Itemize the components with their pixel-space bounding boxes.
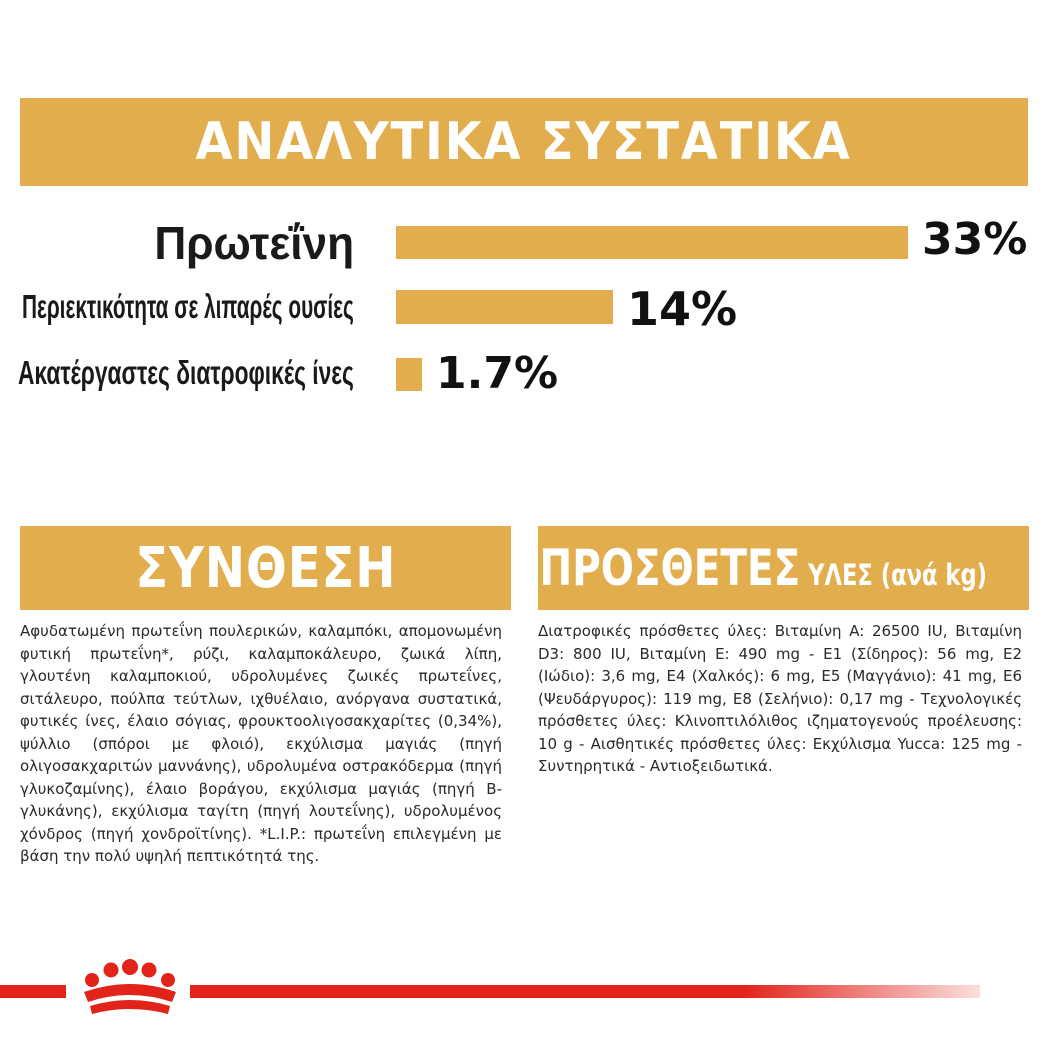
nutrient-value: 14% [627,282,738,336]
composition-title: ΣΥΝΘΕΣΗ [134,535,397,601]
nutrient-value: 1.7% [436,348,559,399]
brand-line-right [190,985,980,998]
nutrient-bar [396,358,422,391]
nutrient-value: 33% [922,214,1028,265]
additives-banner: ΠΡΟΣΘΕΤΕΣ ΥΛΕΣ (ανά kg) [538,526,1029,610]
additives-title: ΠΡΟΣΘΕΤΕΣ ΥΛΕΣ (ανά kg) [539,539,988,597]
nutrient-label: Ακατέργαστες διατροφικές ίνες [18,354,354,391]
nutrient-bar [396,226,908,259]
analysis-banner: ΑΝΑΛΥΤΙΚΑ ΣΥΣΤΑΤΙΚΑ [20,98,1028,186]
crown-logo-icon [84,959,176,1014]
nutrient-label: Πρωτεΐνη [154,217,354,269]
brand-line-left [0,985,66,998]
nutrient-row-protein: Πρωτεΐνη 33% [0,214,1049,270]
composition-banner: ΣΥΝΘΕΣΗ [20,526,511,610]
nutrient-label: Περιεκτικότητα σε λιπαρές ουσίες [22,288,354,325]
nutrient-row-fiber: Ακατέργαστες διατροφικές ίνες 1.7% [0,348,1049,399]
additives-text: Διατροφικές πρόσθετες ύλες: Βιταμίνη A: … [538,622,1022,775]
additives-subtitle: ΥΛΕΣ (ανά kg) [808,558,988,592]
analysis-title: ΑΝΑΛΥΤΙΚΑ ΣΥΣΤΑΤΙΚΑ [195,112,853,172]
composition-text: Αφυδατωμένη πρωτεΐνη πουλερικών, καλαμπό… [20,622,502,865]
nutrient-row-fat: Περιεκτικότητα σε λιπαρές ουσίες 14% [0,282,1049,336]
nutrient-bar [396,290,613,324]
